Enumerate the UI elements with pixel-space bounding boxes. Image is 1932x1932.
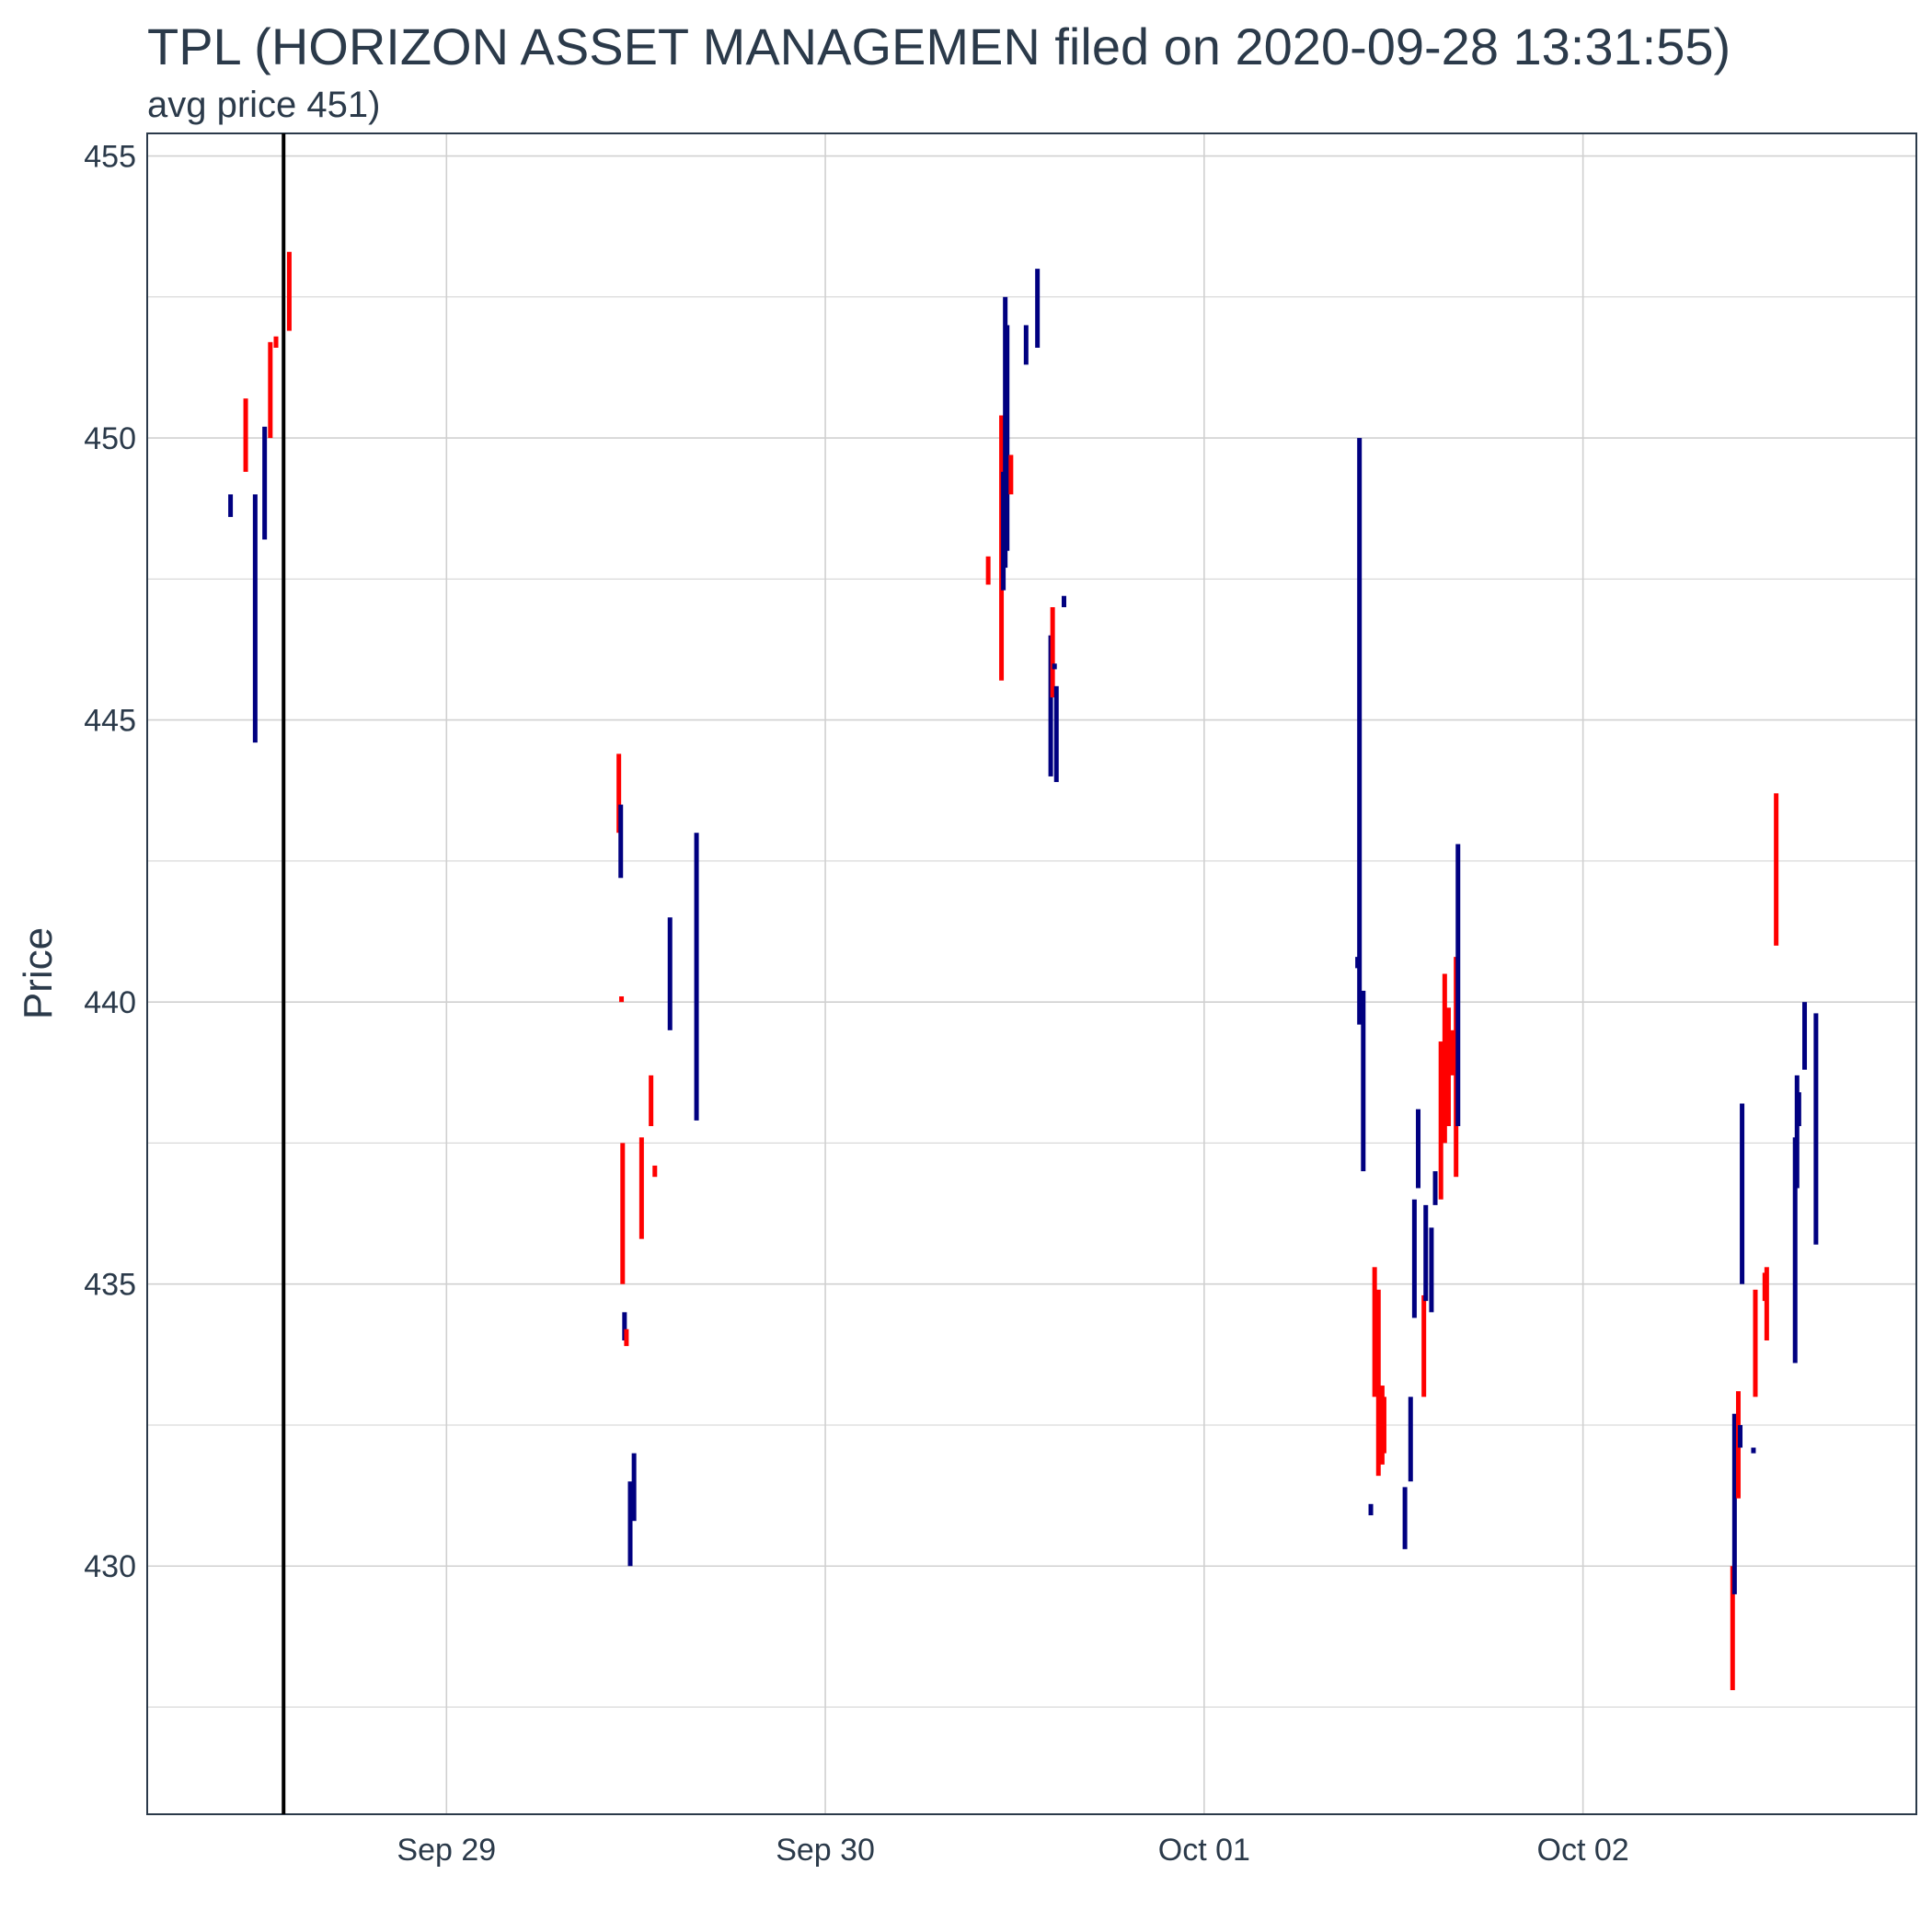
chart-title: TPL (HORIZON ASSET MANAGEMEN filed on 20… [147, 17, 1731, 75]
price-bar [624, 1328, 629, 1347]
price-bar [1764, 1267, 1769, 1341]
price-bar [1402, 1487, 1408, 1549]
price-bar [1450, 1029, 1455, 1075]
price-bar [1372, 1267, 1377, 1397]
price-bar [1008, 454, 1014, 495]
y-axis-label: Price [16, 927, 61, 1019]
price-bar [616, 753, 622, 834]
price-bar [1416, 1109, 1421, 1189]
price-bar [286, 251, 292, 331]
price-bar [252, 494, 258, 743]
price-bar [1368, 1503, 1374, 1516]
price-bar [1792, 1137, 1798, 1363]
price-bar [1794, 1075, 1800, 1189]
price-bar [638, 1137, 644, 1239]
price-bar [262, 426, 268, 540]
price-bar [1753, 1289, 1758, 1397]
price-bar [622, 1312, 627, 1341]
price-bar [1052, 663, 1057, 670]
price-bar [1381, 1397, 1386, 1454]
price-bar [667, 917, 673, 1030]
price-bar [1445, 1007, 1451, 1127]
price-bar [1050, 606, 1055, 698]
price-bar [649, 1075, 654, 1127]
price-bar [1802, 1002, 1808, 1070]
price-bar [1357, 438, 1363, 1025]
y-axis-ticks: 430 435 440 445 450 455 [84, 140, 136, 1585]
price-bar [1361, 990, 1366, 1172]
price-bar [652, 1165, 658, 1178]
grid-lines [147, 133, 1916, 1814]
price-bar [1442, 973, 1447, 1144]
price-bar [1375, 1289, 1381, 1477]
price-bar [1796, 1092, 1801, 1127]
x-tick-label: Sep 30 [776, 1833, 875, 1868]
price-bar [620, 1143, 626, 1284]
price-bar [1053, 685, 1059, 783]
y-tick-label: 450 [84, 421, 136, 456]
price-bar [1429, 1227, 1434, 1313]
price-bars [228, 251, 1819, 1691]
price-bar [631, 1453, 637, 1522]
price-bar [1774, 793, 1779, 946]
y-tick-label: 445 [84, 704, 136, 739]
y-tick-label: 455 [84, 140, 136, 175]
price-bar [1813, 1013, 1819, 1245]
price-bar [268, 341, 273, 439]
price-bar [1738, 1424, 1743, 1448]
price-bar [273, 336, 279, 348]
price-bar [618, 804, 624, 879]
price-bar [228, 494, 234, 517]
price-bar [1411, 1199, 1417, 1318]
x-axis-ticks: Sep 29 Sep 30 Oct 01 Oct 02 [397, 1833, 1628, 1868]
price-bar [243, 398, 248, 472]
plot-border [146, 132, 1917, 1815]
price-bar [1062, 595, 1067, 607]
y-tick-label: 440 [84, 985, 136, 1020]
price-bar [1740, 1103, 1745, 1284]
price-bar [1432, 1171, 1438, 1205]
price-bar [1455, 844, 1461, 1127]
y-tick-label: 435 [84, 1268, 136, 1303]
x-tick-label: Oct 01 [1158, 1833, 1250, 1868]
price-bar [619, 996, 625, 1003]
price-bar [1048, 635, 1053, 776]
price-bar [1751, 1447, 1756, 1454]
price-bar [627, 1481, 633, 1567]
x-tick-label: Sep 29 [397, 1833, 496, 1868]
y-tick-label: 430 [84, 1549, 136, 1584]
price-bar [985, 556, 991, 585]
price-bar [1005, 325, 1010, 551]
price-bar [1023, 325, 1029, 365]
price-bar [1408, 1397, 1413, 1482]
chart-subtitle: avg price 451) [147, 85, 381, 125]
price-bar [1035, 269, 1041, 348]
price-bar [1423, 1204, 1429, 1302]
price-bar [694, 833, 699, 1121]
price-bar [1731, 1413, 1737, 1594]
price-bar [1438, 1041, 1443, 1200]
x-tick-label: Oct 02 [1537, 1833, 1629, 1868]
price-bar [1421, 1294, 1427, 1397]
price-bar [1730, 1566, 1735, 1691]
